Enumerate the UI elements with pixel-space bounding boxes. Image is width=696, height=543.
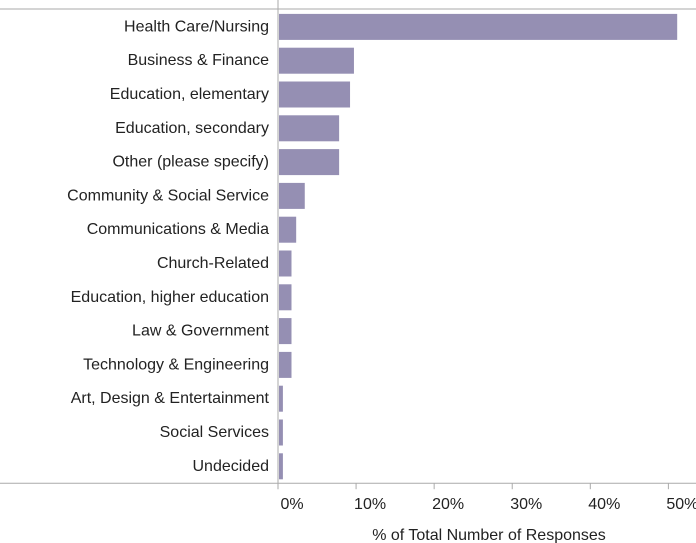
x-tick-label: 30%: [510, 496, 542, 513]
category-label: Education, higher education: [71, 289, 269, 306]
category-label: Social Services: [160, 424, 269, 441]
bar: [279, 318, 292, 345]
category-label: Communications & Media: [87, 221, 269, 238]
bar: [279, 115, 340, 142]
x-tick-label: 50%: [666, 496, 696, 513]
category-label: Community & Social Service: [67, 187, 269, 204]
bar: [279, 182, 305, 209]
bar: [279, 149, 340, 176]
category-label: Health Care/Nursing: [124, 18, 269, 35]
x-axis-title: % of Total Number of Responses: [372, 527, 606, 543]
category-label: Education, elementary: [110, 86, 269, 103]
x-tick-label: 0%: [280, 496, 303, 513]
bar: [279, 419, 283, 446]
x-tick-label: 10%: [354, 496, 386, 513]
category-label: Education, secondary: [115, 120, 269, 137]
bar: [279, 13, 678, 40]
bar: [279, 47, 354, 74]
bar: [279, 351, 292, 378]
x-tick-label: 40%: [588, 496, 620, 513]
category-label: Undecided: [193, 458, 270, 475]
bar: [279, 284, 292, 311]
category-label: Business & Finance: [128, 52, 270, 69]
axes: [0, 0, 696, 484]
bar: [279, 216, 297, 243]
category-label: Art, Design & Entertainment: [71, 390, 270, 407]
x-tick-label: 20%: [432, 496, 464, 513]
bar: [279, 385, 283, 412]
bar: [279, 453, 283, 480]
category-label: Other (please specify): [112, 154, 269, 171]
category-label: Law & Government: [132, 323, 270, 340]
x-axis-ticks: 0% 10% 20% 30% 40% 50%: [277, 483, 696, 513]
bars: [279, 13, 678, 480]
bar: [279, 81, 351, 108]
category-labels: Health Care/Nursing Business & Finance Edu…: [67, 18, 269, 474]
bar: [279, 250, 292, 277]
category-label: Church-Related: [157, 255, 269, 272]
category-label: Technology & Engineering: [83, 356, 269, 373]
